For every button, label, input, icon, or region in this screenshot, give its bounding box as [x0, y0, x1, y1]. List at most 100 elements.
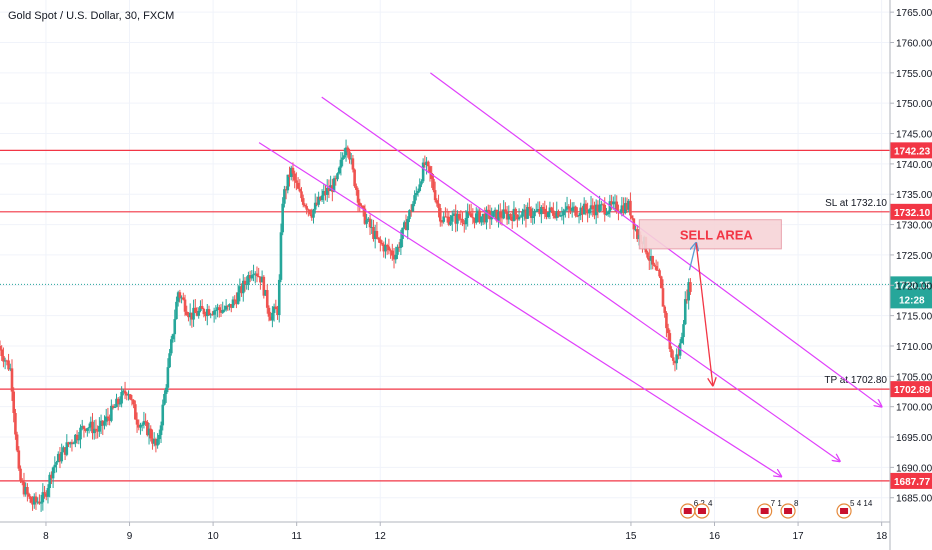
candle-body	[630, 215, 634, 219]
candle-body	[272, 306, 276, 313]
candle-body	[87, 427, 91, 429]
candle-body	[192, 307, 195, 320]
x-tick-label: 16	[709, 531, 721, 542]
candle-body	[516, 214, 519, 220]
candle-body	[53, 464, 57, 468]
x-tick-label: 11	[291, 531, 302, 542]
candle-body	[264, 290, 267, 296]
candle-body	[305, 206, 308, 210]
candle-body	[687, 282, 690, 301]
candle-body	[185, 311, 189, 315]
candle-body	[666, 328, 670, 334]
candle-body	[122, 390, 125, 393]
candle-body	[0, 349, 4, 357]
candle-body	[135, 419, 139, 425]
candle-body	[445, 216, 449, 218]
candle-body	[324, 190, 327, 195]
candle-body	[132, 400, 135, 405]
candle-body	[646, 252, 649, 258]
candle-body	[492, 211, 495, 217]
candle-body	[375, 230, 379, 238]
candle-body	[289, 167, 293, 177]
candle-body	[435, 200, 439, 204]
candle-body	[387, 246, 391, 251]
candle-body	[498, 211, 502, 218]
y-tick-label: 1740.00	[896, 160, 932, 171]
level-tag-label: 1687.77	[894, 477, 931, 488]
candle-body	[63, 447, 67, 455]
candle-body	[236, 292, 240, 304]
candle-body	[301, 198, 305, 205]
candle-body	[658, 270, 661, 277]
flag-icon	[697, 508, 706, 514]
projection-arrows	[688, 243, 712, 386]
candle-body	[397, 246, 401, 248]
candle-body	[380, 243, 384, 245]
candle-body	[471, 217, 475, 219]
candle-body	[426, 161, 430, 167]
channel-line	[258, 142, 781, 477]
candle-body	[58, 453, 62, 462]
candle-body	[8, 368, 12, 370]
candle-body	[550, 207, 553, 211]
candle-body	[70, 442, 74, 444]
candle-body	[622, 205, 625, 214]
flag-icon	[683, 508, 692, 514]
candle-body	[406, 219, 410, 231]
candle-body	[243, 280, 247, 285]
candle-body	[320, 195, 324, 201]
candle-body	[601, 204, 605, 206]
candle-body	[286, 174, 290, 191]
candle-body	[56, 453, 60, 463]
candle-body	[271, 312, 274, 321]
level-text: TP at 1702.80	[824, 375, 887, 386]
candle-body	[565, 206, 569, 210]
candle-body	[505, 211, 509, 220]
candle-body	[209, 314, 213, 316]
candle-body	[245, 284, 248, 286]
candle-body	[461, 219, 464, 223]
candle-body	[111, 405, 115, 408]
candle-body	[212, 310, 216, 315]
candle-body	[428, 166, 432, 174]
candle-body	[572, 206, 576, 208]
candle-body	[322, 190, 326, 196]
candle-body	[293, 173, 296, 181]
candle-body	[211, 314, 214, 316]
candle-body	[534, 210, 538, 212]
candle-body	[298, 188, 302, 192]
candle-body	[303, 204, 307, 207]
candle-body	[96, 430, 99, 432]
candle-body	[433, 190, 437, 201]
candle-body	[257, 276, 260, 278]
candle-body	[79, 427, 82, 440]
candle-body	[673, 360, 677, 364]
candle-body	[581, 207, 584, 215]
candle-body	[103, 421, 106, 426]
candle-body	[605, 214, 608, 216]
candle-body	[589, 205, 593, 210]
level-text: SL at 1732.10	[825, 198, 887, 209]
y-tick-label: 1735.00	[896, 190, 932, 201]
candle-body	[399, 238, 403, 248]
candle-body	[147, 428, 151, 436]
candle-body	[577, 215, 581, 217]
candle-body	[449, 221, 452, 225]
candle-body	[161, 404, 165, 426]
candle-body	[486, 209, 490, 211]
candle-body	[46, 488, 50, 497]
candle-body	[558, 215, 562, 217]
candle-body	[84, 429, 87, 431]
candle-body	[529, 208, 533, 218]
candle-body	[158, 434, 161, 440]
candle-body	[545, 213, 548, 217]
y-tick-label: 1765.00	[896, 8, 932, 19]
candle-body	[522, 209, 526, 212]
candle-body	[392, 255, 396, 260]
candle-body	[689, 282, 692, 292]
candle-body	[115, 398, 118, 408]
candle-body	[65, 442, 69, 455]
candle-body	[552, 210, 555, 216]
